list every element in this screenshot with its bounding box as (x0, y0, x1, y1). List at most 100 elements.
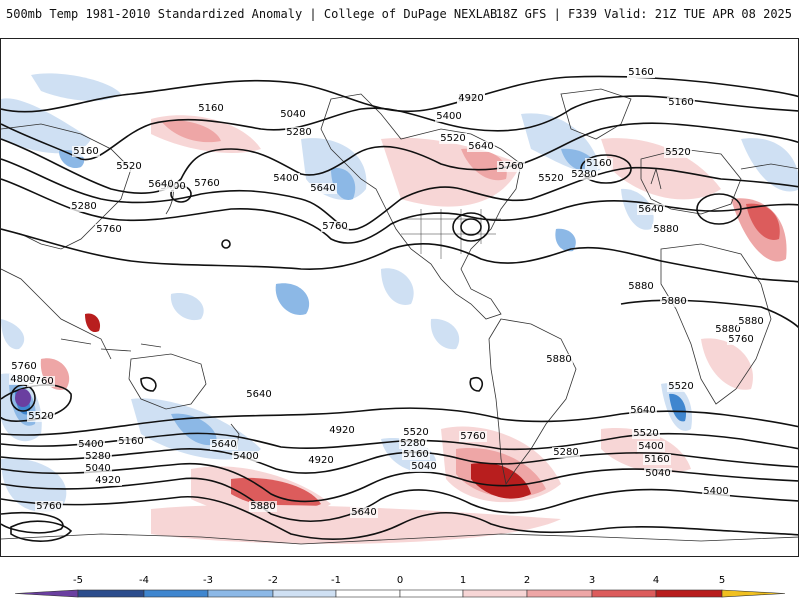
contour-label-bg (632, 428, 660, 439)
contour-label: 5640 (148, 179, 173, 190)
contour-label-bg (9, 374, 37, 385)
contour-label: 5760 (322, 221, 347, 232)
contour-label-bg (585, 158, 613, 169)
contour-line (1, 95, 798, 161)
contour-label: 5160 (198, 103, 223, 114)
coastline-antarctica (1, 533, 798, 545)
cold-anomaly-region (31, 73, 121, 101)
contour-label-bg (402, 427, 430, 438)
contour-label-bg (193, 178, 221, 189)
legend-tick-label: -4 (139, 575, 149, 586)
legend-swatch (14, 589, 79, 598)
contour-labels: 5160516051605160504052805400552056405760… (9, 67, 765, 518)
contour-label-bg (457, 93, 485, 104)
contour-label-bg (439, 133, 467, 144)
warm-anomaly-region (746, 203, 780, 240)
contour-label: 5520 (403, 427, 428, 438)
contour-label-bg (727, 334, 755, 345)
contour-label: 5880 (250, 501, 275, 512)
contour-label-bg (637, 204, 665, 215)
contour-label: 5520 (538, 173, 563, 184)
contour-label: 5880 (628, 281, 653, 292)
contour-label: 5640 (351, 507, 376, 518)
legend-swatch (655, 589, 723, 598)
cold-anomaly-region (555, 228, 576, 252)
legend-tick-label: -1 (331, 575, 341, 586)
contour-label-bg (95, 224, 123, 235)
contour-label: 5280 (571, 169, 596, 180)
legend-swatch (399, 589, 464, 598)
contour-label-bg (667, 97, 695, 108)
legend-swatch (143, 589, 209, 598)
cold-anomaly-region (170, 293, 204, 321)
legend-tick-label: 5 (719, 575, 725, 586)
closed-low (696, 193, 742, 225)
run-info: 18Z GFS | F339 Valid: 21Z TUE APR 08 202… (495, 7, 792, 21)
contour-line (1, 75, 798, 113)
contour-label: 5160 (668, 97, 693, 108)
cold-anomaly-region (741, 138, 798, 192)
contour-label: 5880 (653, 224, 678, 235)
contour-label-bg (147, 179, 175, 190)
contour-label: 5400 (436, 111, 461, 122)
contour-label: 5760 (28, 376, 53, 387)
contour-label-bg (644, 468, 672, 479)
contour-line (1, 407, 798, 436)
contour-label: 5280 (553, 447, 578, 458)
cold-anomaly-region (381, 268, 414, 305)
warm-anomaly-region (461, 148, 507, 181)
legend-swatch (526, 589, 593, 598)
contour-label-bg (627, 67, 655, 78)
contour-label: 5160 (644, 454, 669, 465)
contour-label-bg (245, 389, 273, 400)
contour-label: 5760 (96, 224, 121, 235)
warm-anomaly-region (471, 463, 531, 499)
legend-swatch (462, 589, 528, 598)
contour-label-bg (321, 221, 349, 232)
contour-label-bg (402, 449, 430, 460)
contour-label-bg (664, 147, 692, 158)
contour-label: 5400 (273, 173, 298, 184)
legend-swatch (721, 589, 786, 598)
contour-label-bg (467, 141, 495, 152)
contour-label: 5040 (280, 109, 305, 120)
coastline-africa (660, 243, 772, 405)
us-state-lines (401, 209, 501, 259)
contour-label: 5280 (85, 451, 110, 462)
coastline-asia (1, 123, 132, 250)
contour-line (620, 299, 798, 329)
contour-label: 5520 (116, 161, 141, 172)
contour-label: 5400 (703, 486, 728, 497)
closed-low (452, 212, 490, 242)
contour-label: 5400 (78, 439, 103, 450)
contour-line (1, 496, 798, 540)
map-canvas[interactable]: 5160516051605160504052805400552056405760… (1, 39, 799, 557)
contour-label-bg (643, 454, 671, 465)
contour-label-bg (309, 183, 337, 194)
contour-label: 5640 (246, 389, 271, 400)
legend-tick-label: 3 (589, 575, 595, 586)
contour-label-bg (84, 451, 112, 462)
contour-label-bg (272, 173, 300, 184)
contour-label-bg (637, 441, 665, 452)
map-title: 500mb Temp 1981-2010 Standardized Anomal… (6, 7, 498, 21)
legend-swatch (207, 589, 274, 598)
closed-low (460, 218, 482, 236)
closed-low (221, 239, 231, 249)
contour-label-bg (35, 501, 63, 512)
contour-label-bg (435, 111, 463, 122)
contour-label: 5400 (638, 441, 663, 452)
contour-label: 5160 (628, 67, 653, 78)
contour-label-bg (660, 296, 688, 307)
coastline-greenland (560, 88, 632, 140)
cold-anomaly-region (171, 413, 217, 446)
contour-label: 5520 (440, 133, 465, 144)
contour-label: 4920 (458, 93, 483, 104)
cold-anomaly-region (669, 393, 687, 422)
contour-line (1, 228, 798, 283)
contour-label-bg (714, 324, 742, 335)
contour-label-bg (249, 501, 277, 512)
map-panel[interactable]: 5160516051605160504052805400552056405760… (0, 38, 799, 557)
contour-label-bg (737, 316, 765, 327)
contour-label: 5880 (661, 296, 686, 307)
